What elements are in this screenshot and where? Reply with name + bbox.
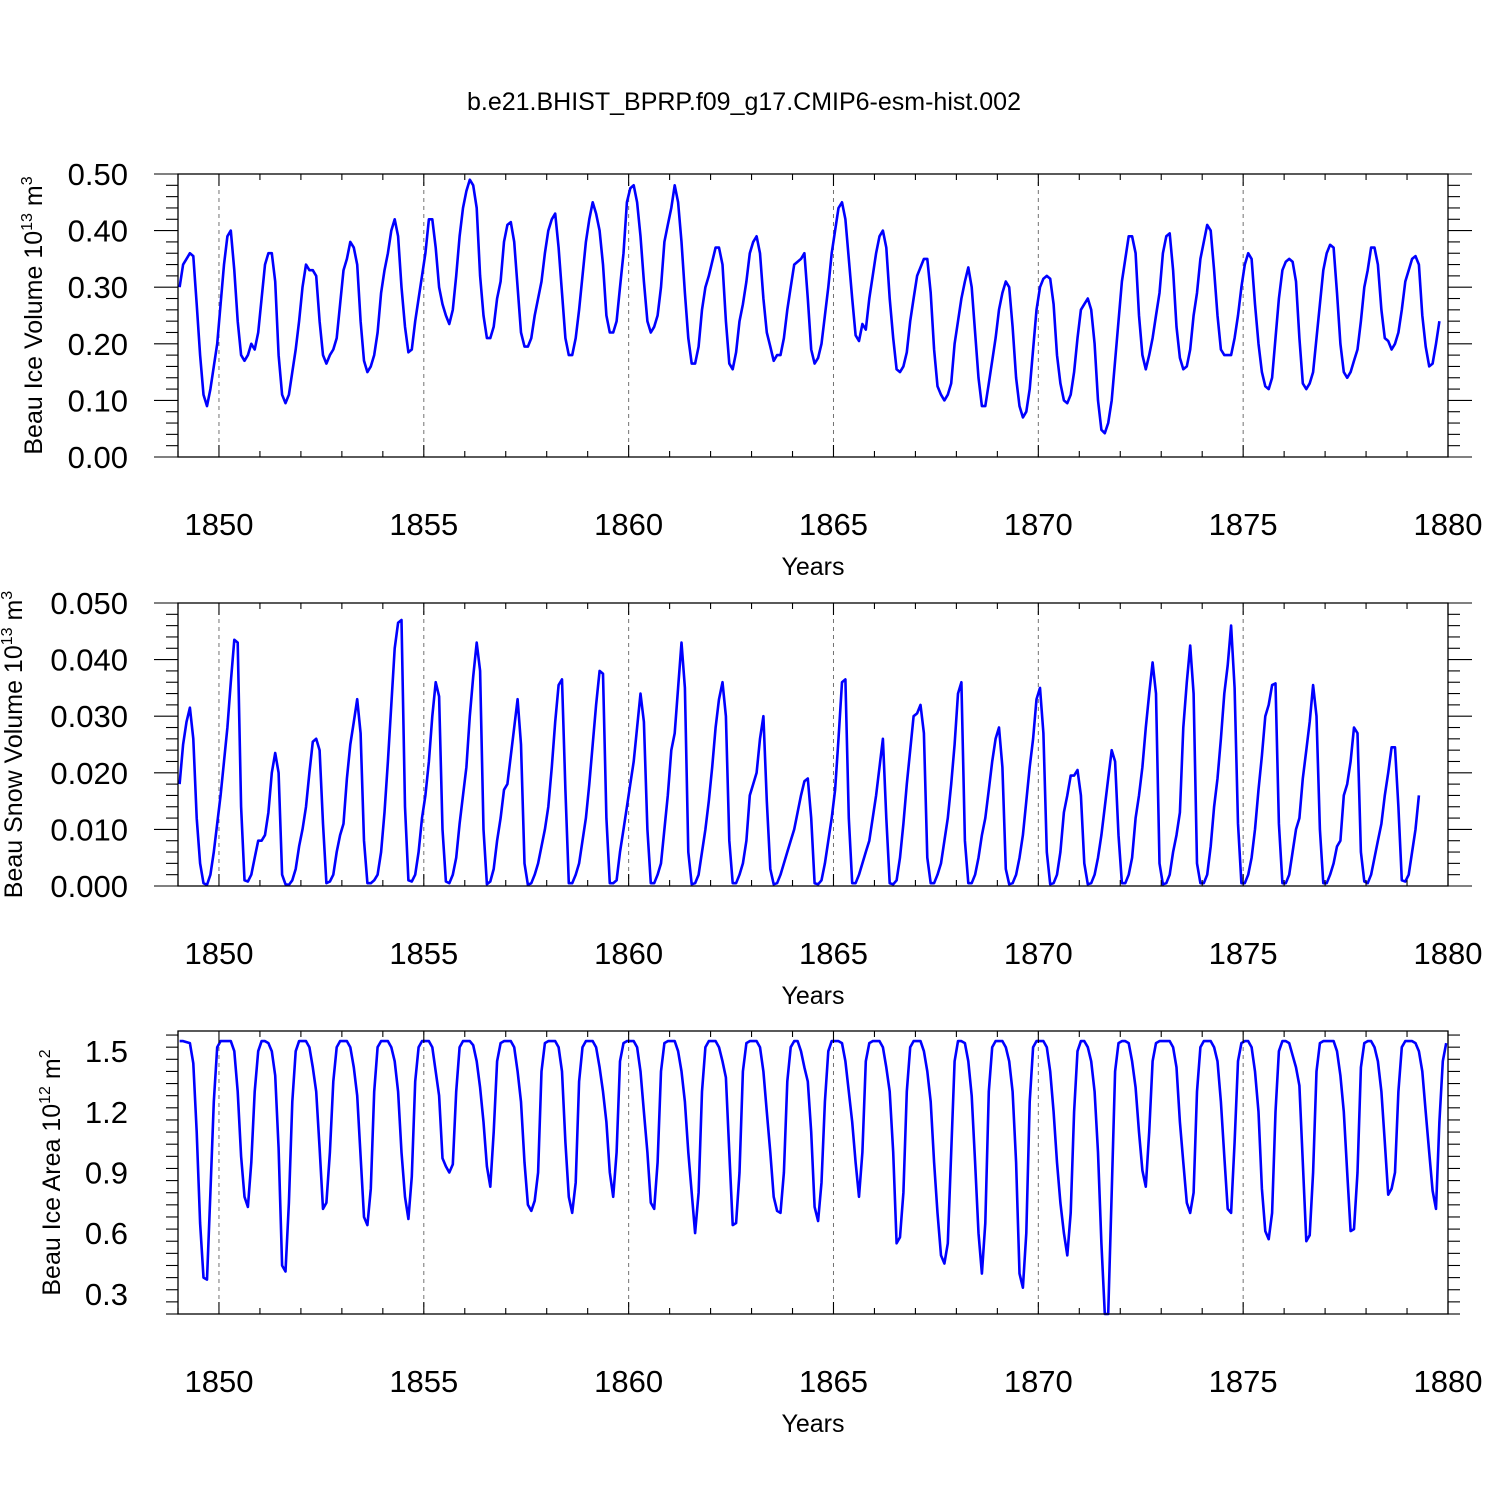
chart2-ylabel: Beau Ice Area 1012 m2 xyxy=(37,1049,66,1295)
chart1-ytick-label: 0.000 xyxy=(50,869,128,904)
panel-ice-volume: 1850 1855 1860 1865 1870 1875 1880 Years 0.00 0.1… xyxy=(19,157,1482,581)
chart2-xtick-label: 1875 xyxy=(1209,1364,1278,1399)
chart1-xlabel: Years xyxy=(781,982,844,1010)
chart1-ytick-label: 0.030 xyxy=(50,699,128,734)
chart2-xtick-label: 1860 xyxy=(594,1364,663,1399)
figure-title: b.e21.BHIST_BPRP.f09_g17.CMIP6-esm-hist.… xyxy=(467,88,1021,116)
chart2-xtick-label: 1870 xyxy=(1004,1364,1073,1399)
chart0-xlabel: Years xyxy=(781,553,844,581)
chart1-xtick-label: 1850 xyxy=(184,936,253,971)
chart0-xtick-label: 1870 xyxy=(1004,507,1073,542)
chart0-ytick-label: 0.40 xyxy=(68,214,128,249)
chart1-ytick-label: 0.050 xyxy=(50,586,128,621)
chart1-ytick-label: 0.040 xyxy=(50,643,128,678)
chart0-ytick-label: 0.30 xyxy=(68,270,128,305)
chart0-series-line xyxy=(178,178,1441,435)
chart0-ytick-label: 0.20 xyxy=(68,327,128,362)
chart2-xtick-label: 1850 xyxy=(184,1364,253,1399)
chart2-xtick-label: 1880 xyxy=(1414,1364,1483,1399)
chart0-frame xyxy=(177,173,1449,458)
chart0-ytick-label: 0.10 xyxy=(68,383,128,418)
panel-snow-volume: 1850 1855 1860 1865 1870 1875 1880 Years 0.000 0.… xyxy=(0,586,1482,1010)
chart1-xtick-label: 1860 xyxy=(594,936,663,971)
chart2-ytick-label: 0.3 xyxy=(85,1277,128,1312)
chart0-xtick-label: 1850 xyxy=(184,507,253,542)
chart1-ytick-label: 0.010 xyxy=(50,812,128,847)
chart2-ytick-label: 0.6 xyxy=(85,1216,128,1251)
chart0-ytick-label: 0.00 xyxy=(68,440,128,475)
chart1-xtick-label: 1865 xyxy=(799,936,868,971)
chart1-ytick-label: 0.020 xyxy=(50,756,128,791)
chart1-ylabel: Beau Snow Volume 1013 m3 xyxy=(0,591,28,899)
chart1-series-line xyxy=(178,618,1421,887)
chart2-xtick-label: 1855 xyxy=(389,1364,458,1399)
chart2-xtick-label: 1865 xyxy=(799,1364,868,1399)
chart2-xlabel: Years xyxy=(781,1410,844,1438)
chart1-xtick-label: 1855 xyxy=(389,936,458,971)
chart0-xtick-label: 1880 xyxy=(1414,507,1483,542)
chart2-ytick-label: 1.5 xyxy=(85,1034,128,1069)
chart0-xtick-label: 1865 xyxy=(799,507,868,542)
chart1-xtick-label: 1880 xyxy=(1414,936,1483,971)
chart1-xtick-label: 1870 xyxy=(1004,936,1073,971)
chart0-xtick-label: 1860 xyxy=(594,507,663,542)
chart1-frame xyxy=(177,602,1449,887)
chart0-xtick-label: 1855 xyxy=(389,507,458,542)
chart1-xtick-label: 1875 xyxy=(1209,936,1278,971)
chart0-ytick-label: 0.50 xyxy=(68,157,128,192)
chart2-ytick-label: 1.2 xyxy=(85,1095,128,1130)
chart2-ytick-label: 0.9 xyxy=(85,1156,128,1191)
chart2-series-line xyxy=(179,1039,1448,1316)
chart2-frame xyxy=(177,1030,1449,1315)
panel-ice-area: 1850 1855 1860 1865 1870 1875 1880 Years 0.3 0.6 0… xyxy=(37,1030,1483,1438)
chart0-ylabel: Beau Ice Volume 1013 m3 xyxy=(19,176,48,454)
chart0-xtick-label: 1875 xyxy=(1209,507,1278,542)
